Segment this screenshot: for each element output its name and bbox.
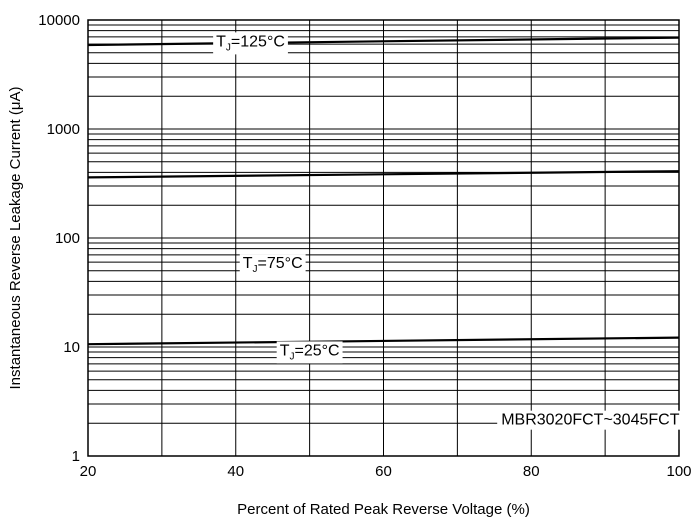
series-label-1: TJ=75°C: [243, 255, 303, 275]
y-tick-label: 1000: [47, 121, 80, 138]
plot-border: [87, 19, 680, 457]
y-axis-label: Instantaneous Reverse Leakage Current (μ…: [7, 87, 24, 390]
y-tick-label: 1: [72, 448, 80, 465]
plot-frame: [87, 19, 680, 457]
x-tick-label: 80: [523, 463, 540, 480]
y-tick-label: 10: [63, 339, 80, 356]
y-tick-label: 10000: [38, 12, 80, 29]
x-tick-label: 60: [375, 463, 392, 480]
series-label-bg: [239, 254, 306, 277]
series-line-1: [87, 170, 680, 179]
tick-labels: 20 40 60 80 100 1 10 100 1000 10000: [38, 12, 691, 480]
x-tick-label: 40: [227, 463, 244, 480]
series-label-2: TJ=25°C: [280, 342, 340, 362]
series-label-0: TJ=125°C: [216, 33, 285, 53]
x-axis-label: Percent of Rated Peak Reverse Voltage (%…: [237, 501, 530, 518]
series-line-0: [87, 36, 680, 47]
part-number-annotation: MBR3020FCT~3045FCT: [501, 412, 680, 429]
x-tick-label: 100: [666, 463, 691, 480]
series-line-2: [87, 336, 680, 346]
series-labels: TJ=125°C TJ=75°C TJ=25°C MBR3020FCT~3045FCT: [213, 32, 684, 430]
series-label-bg: [276, 341, 343, 364]
grid-lines: [88, 20, 679, 456]
series-label-bg: [213, 32, 288, 55]
y-tick-label: 100: [55, 230, 80, 247]
x-tick-label: 20: [80, 463, 97, 480]
annotation-bg: [497, 410, 684, 430]
series-lines: [87, 36, 680, 346]
